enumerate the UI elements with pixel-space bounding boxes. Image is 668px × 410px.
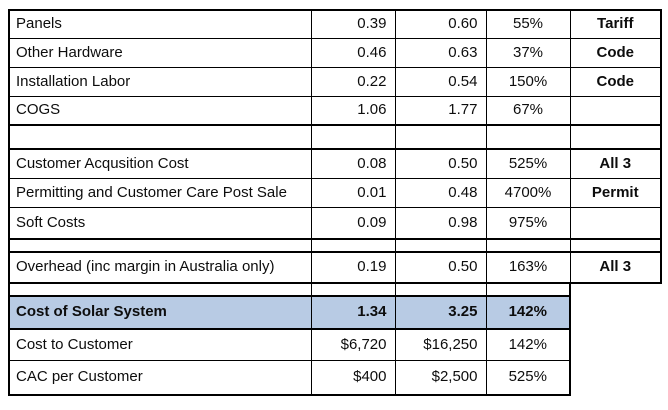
value-col1-cell[interactable]: 0.22 bbox=[310, 67, 396, 97]
row-label-cell[interactable]: Overhead (inc margin in Australia only) bbox=[8, 251, 312, 284]
pct-change-cell[interactable]: 4700% bbox=[485, 178, 571, 208]
outside-table-area bbox=[570, 296, 661, 329]
value-col2-cell[interactable]: 0.48 bbox=[394, 178, 487, 208]
note-cell[interactable]: All 3 bbox=[569, 251, 662, 284]
value-col2-cell[interactable]: 0.50 bbox=[394, 148, 487, 179]
table-row-permitting: Permitting and Customer Care Post Sale 0… bbox=[8, 178, 662, 208]
spacer-cell bbox=[8, 282, 312, 297]
row-label-cell[interactable]: Soft Costs bbox=[8, 207, 312, 240]
pct-change-cell[interactable]: 163% bbox=[485, 251, 571, 284]
value-col2-cell[interactable]: $2,500 bbox=[394, 360, 487, 396]
spacer-cell bbox=[310, 124, 396, 150]
table-row-installation-labor: Installation Labor 0.22 0.54 150% Code bbox=[8, 67, 662, 97]
spacer-cell bbox=[310, 238, 396, 253]
spacer-cell bbox=[394, 124, 487, 150]
value-col2-cell[interactable]: 0.50 bbox=[394, 251, 487, 284]
spacer-cell bbox=[8, 124, 312, 150]
spacer-cell bbox=[8, 238, 312, 253]
row-label-cell[interactable]: CAC per Customer bbox=[8, 360, 312, 396]
row-label-cell[interactable]: Permitting and Customer Care Post Sale bbox=[8, 178, 312, 208]
value-col2-cell[interactable]: 0.63 bbox=[394, 38, 487, 68]
outside-table-area bbox=[570, 329, 661, 361]
value-col2-cell[interactable]: $16,250 bbox=[394, 328, 487, 361]
spacer-cell bbox=[485, 238, 571, 253]
table-row-customer-acqusition-cost: Customer Acqusition Cost 0.08 0.50 525% … bbox=[8, 148, 662, 179]
pct-change-cell[interactable]: 37% bbox=[485, 38, 571, 68]
value-col2-cell[interactable]: 3.25 bbox=[394, 295, 487, 330]
pct-change-cell[interactable]: 142% bbox=[485, 295, 571, 330]
value-col1-cell[interactable]: 0.19 bbox=[310, 251, 396, 284]
spacer-row bbox=[8, 238, 662, 253]
pct-change-cell[interactable]: 525% bbox=[485, 360, 571, 396]
pct-change-cell[interactable]: 67% bbox=[485, 96, 571, 126]
note-cell[interactable]: Code bbox=[569, 67, 662, 97]
value-col1-cell[interactable]: 0.08 bbox=[310, 148, 396, 179]
cost-comparison-table: Panels 0.39 0.60 55% Tariff Other Hardwa… bbox=[8, 9, 662, 396]
value-col2-cell[interactable]: 0.60 bbox=[394, 9, 487, 39]
row-label-cell[interactable]: Cost to Customer bbox=[8, 328, 312, 361]
note-cell[interactable] bbox=[569, 207, 662, 240]
outside-table-area bbox=[570, 283, 661, 296]
note-cell[interactable]: Tariff bbox=[569, 9, 662, 39]
row-label-cell[interactable]: Installation Labor bbox=[8, 67, 312, 97]
table-row-cost-of-solar-system-total: Cost of Solar System 1.34 3.25 142% bbox=[8, 295, 661, 330]
table-row-cac-per-customer: CAC per Customer $400 $2,500 525% bbox=[8, 360, 661, 396]
value-col1-cell[interactable]: 0.39 bbox=[310, 9, 396, 39]
value-col1-cell[interactable]: 1.06 bbox=[310, 96, 396, 126]
spacer-cell bbox=[485, 282, 571, 297]
value-col1-cell[interactable]: 0.09 bbox=[310, 207, 396, 240]
table-row-cost-to-customer: Cost to Customer $6,720 $16,250 142% bbox=[8, 328, 661, 361]
value-col1-cell[interactable]: 0.46 bbox=[310, 38, 396, 68]
row-label-cell[interactable]: Other Hardware bbox=[8, 38, 312, 68]
note-cell[interactable]: All 3 bbox=[569, 148, 662, 179]
spacer-row bbox=[8, 282, 661, 297]
table-row-soft-costs: Soft Costs 0.09 0.98 975% bbox=[8, 207, 662, 240]
note-cell[interactable]: Code bbox=[569, 38, 662, 68]
spacer-cell bbox=[485, 124, 571, 150]
spacer-row bbox=[8, 124, 662, 150]
row-label-cell[interactable]: COGS bbox=[8, 96, 312, 126]
spacer-cell bbox=[569, 238, 662, 253]
value-col2-cell[interactable]: 0.54 bbox=[394, 67, 487, 97]
value-col2-cell[interactable]: 0.98 bbox=[394, 207, 487, 240]
value-col1-cell[interactable]: $6,720 bbox=[310, 328, 396, 361]
note-cell[interactable] bbox=[569, 96, 662, 126]
spacer-cell bbox=[569, 124, 662, 150]
value-col1-cell[interactable]: 0.01 bbox=[310, 178, 396, 208]
pct-change-cell[interactable]: 525% bbox=[485, 148, 571, 179]
value-col2-cell[interactable]: 1.77 bbox=[394, 96, 487, 126]
row-label-cell[interactable]: Cost of Solar System bbox=[8, 295, 312, 330]
note-cell[interactable]: Permit bbox=[569, 178, 662, 208]
spacer-cell bbox=[394, 282, 487, 297]
pct-change-cell[interactable]: 55% bbox=[485, 9, 571, 39]
row-label-cell[interactable]: Panels bbox=[8, 9, 312, 39]
table-row-panels: Panels 0.39 0.60 55% Tariff bbox=[8, 9, 662, 39]
outside-table-area bbox=[570, 360, 661, 395]
value-col1-cell[interactable]: 1.34 bbox=[310, 295, 396, 330]
row-label-cell[interactable]: Customer Acqusition Cost bbox=[8, 148, 312, 179]
spacer-cell bbox=[310, 282, 396, 297]
pct-change-cell[interactable]: 142% bbox=[485, 328, 571, 361]
table-row-overhead: Overhead (inc margin in Australia only) … bbox=[8, 251, 662, 284]
table-row-cogs: COGS 1.06 1.77 67% bbox=[8, 96, 662, 126]
pct-change-cell[interactable]: 150% bbox=[485, 67, 571, 97]
spacer-cell bbox=[394, 238, 487, 253]
table-row-other-hardware: Other Hardware 0.46 0.63 37% Code bbox=[8, 38, 662, 68]
pct-change-cell[interactable]: 975% bbox=[485, 207, 571, 240]
value-col1-cell[interactable]: $400 bbox=[310, 360, 396, 396]
